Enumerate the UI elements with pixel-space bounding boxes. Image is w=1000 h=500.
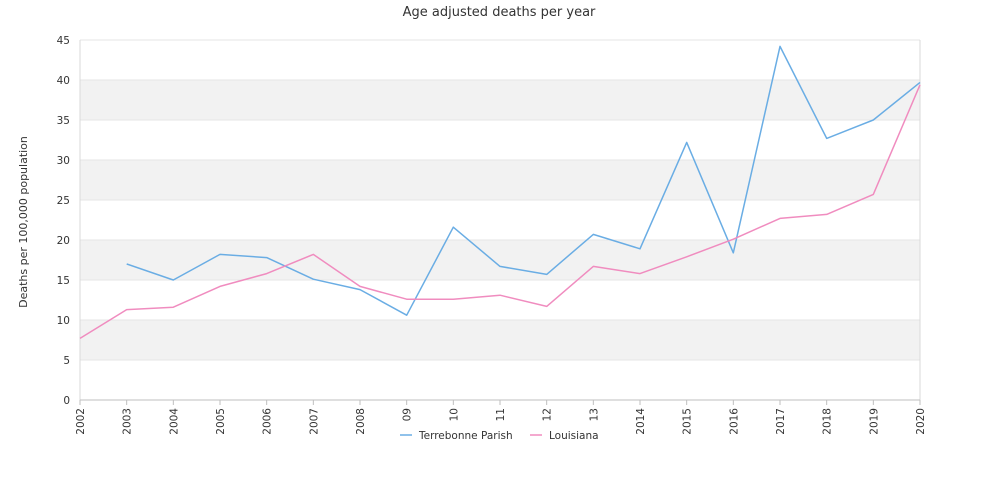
x-tick-label: 2003	[122, 408, 134, 435]
x-tick-label: 2007	[308, 408, 320, 435]
y-tick-label: 30	[57, 155, 70, 167]
chart-title: Age adjusted deaths per year	[403, 5, 596, 20]
grid-band	[80, 120, 920, 160]
x-tick-label: 2014	[635, 408, 647, 435]
grid-band	[80, 320, 920, 360]
series-line-terrebonne-parish	[126, 45, 921, 316]
grid-band	[80, 160, 920, 200]
x-tick-label: 2019	[868, 408, 880, 435]
legend-item: Terrebonne Parish	[400, 430, 513, 442]
y-axis: 0 5 10 15 20 25 30 35 40 45	[57, 35, 70, 407]
x-tick-label: 2008	[355, 408, 367, 435]
x-axis: 2002 2003 2004 2005 2006 2007 2008 09 10 11 12 13 20…	[75, 400, 927, 435]
x-tick-label: 2004	[168, 408, 180, 435]
y-tick-label: 35	[57, 115, 70, 127]
y-tick-label: 45	[57, 35, 70, 47]
grid-band	[80, 240, 920, 280]
series-line-louisiana	[79, 84, 921, 340]
x-tick-label: 10	[448, 408, 460, 421]
grid-band	[80, 280, 920, 320]
x-tick-label: 13	[588, 408, 600, 421]
y-tick-label: 25	[57, 195, 70, 207]
legend: Terrebonne Parish Louisiana	[400, 430, 599, 442]
x-tick-label: 2002	[75, 408, 87, 435]
y-tick-label: 0	[63, 395, 70, 407]
grid-band	[80, 80, 920, 120]
y-tick-label: 15	[57, 275, 70, 287]
grid-band	[80, 200, 920, 240]
legend-label: Louisiana	[549, 430, 599, 442]
x-tick-label: 12	[542, 408, 554, 421]
x-tick-label: 09	[402, 408, 414, 421]
x-tick-label: 2017	[775, 408, 787, 435]
x-tick-label: 2016	[728, 408, 740, 435]
x-tick-label: 2006	[262, 408, 274, 435]
y-tick-label: 20	[57, 235, 70, 247]
legend-item: Louisiana	[530, 430, 599, 442]
grid-bands	[79, 39, 921, 401]
x-tick-label: 2015	[682, 408, 694, 435]
y-tick-label: 40	[57, 75, 70, 87]
y-tick-label: 5	[63, 355, 70, 367]
grid-band	[80, 360, 920, 400]
legend-label: Terrebonne Parish	[418, 430, 513, 442]
y-tick-label: 10	[57, 315, 70, 327]
y-axis-label: Deaths per 100,000 population	[17, 136, 30, 308]
x-tick-label: 2005	[215, 408, 227, 435]
x-tick-label: 2020	[915, 408, 927, 435]
x-tick-label: 2018	[822, 408, 834, 435]
x-tick-label: 11	[495, 408, 507, 421]
series-lines	[79, 45, 921, 340]
